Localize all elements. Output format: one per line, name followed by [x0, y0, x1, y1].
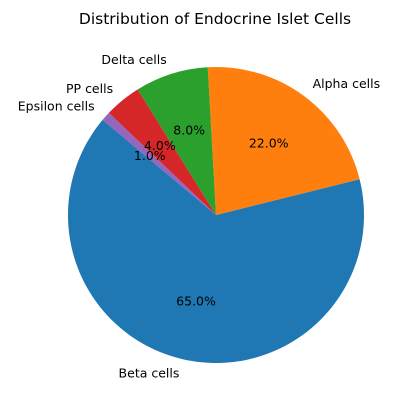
slice-label-epsilon-cells: Epsilon cells: [18, 98, 95, 113]
slice-pct-pp-cells: 4.0%: [144, 138, 176, 153]
slice-pct-alpha-cells: 22.0%: [249, 136, 289, 151]
slice-pct-epsilon-cells: 1.0%: [134, 148, 166, 163]
pie-slice-beta-cells: [68, 119, 364, 363]
pie-slices: [68, 67, 364, 363]
pie-slice-epsilon-cells: [102, 112, 216, 215]
slice-pct-delta-cells: 8.0%: [173, 122, 205, 137]
pie-labels: Beta cells 65.0% Alpha cells 22.0% Delta cel…: [18, 52, 380, 381]
slice-label-beta-cells: Beta cells: [119, 366, 180, 381]
slice-label-delta-cells: Delta cells: [101, 52, 166, 67]
pie-slice-pp-cells: [108, 89, 216, 215]
pie-slice-alpha-cells: [207, 67, 360, 215]
slice-pct-beta-cells: 65.0%: [176, 294, 216, 309]
slice-label-pp-cells: PP cells: [66, 81, 113, 96]
chart-title: Distribution of Endocrine Islet Cells: [79, 10, 351, 28]
pie-slice-delta-cells: [137, 67, 216, 215]
slice-label-alpha-cells: Alpha cells: [313, 76, 381, 91]
